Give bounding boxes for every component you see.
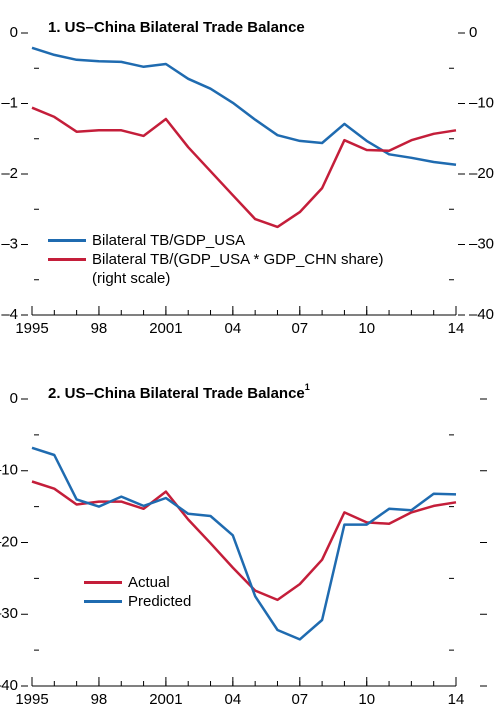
series-line <box>31 446 457 641</box>
legend-item: Bilateral TB/(GDP_USA * GDP_CHN share) (… <box>48 250 392 288</box>
y-tick-label: –2 <box>1 165 18 182</box>
x-tick-label: 07 <box>291 320 308 337</box>
y2-tick-label: 0 <box>469 24 477 41</box>
legend-label: Actual <box>128 574 170 591</box>
y-tick-label: –40 <box>0 677 18 694</box>
y-tick-label: –3 <box>1 235 18 252</box>
title-footnote: 1 <box>305 382 310 392</box>
x-tick-label: 2001 <box>149 691 182 708</box>
y2-tick-label: –10 <box>469 94 494 111</box>
x-tick-label: 1995 <box>15 320 48 337</box>
y-tick-label: –1 <box>1 94 18 111</box>
y2-tick-label: –20 <box>469 165 494 182</box>
x-tick-label: 10 <box>358 320 375 337</box>
chart-title: 1. US–China Bilateral Trade Balance <box>48 19 305 36</box>
y2-tick-label: –40 <box>469 306 494 323</box>
y-tick-label: –10 <box>0 462 18 479</box>
legend-label: Bilateral TB/(GDP_USA * GDP_CHN share) (… <box>92 251 384 287</box>
legend-item: Bilateral TB/GDP_USA <box>48 231 392 250</box>
y-tick-label: –4 <box>1 306 18 323</box>
legend-swatch <box>84 600 122 603</box>
legend-swatch <box>48 239 86 242</box>
x-tick-label: 04 <box>224 691 241 708</box>
y-tick-label: 0 <box>10 24 18 41</box>
legend-swatch <box>84 581 122 584</box>
x-tick-label: 07 <box>291 691 308 708</box>
x-tick-label: 14 <box>448 691 465 708</box>
x-tick-label: 1995 <box>15 691 48 708</box>
y-tick-label: –30 <box>0 605 18 622</box>
legend: Actual Predicted <box>84 573 428 611</box>
legend-label: Bilateral TB/GDP_USA <box>92 232 246 249</box>
legend-item: Predicted <box>84 592 428 611</box>
x-tick-label: 14 <box>448 320 465 337</box>
legend: Bilateral TB/GDP_USA Bilateral TB/(GDP_US… <box>48 231 392 288</box>
y2-tick-label: –30 <box>469 235 494 252</box>
series-line <box>31 480 457 602</box>
legend-swatch <box>48 258 86 261</box>
legend-item: Actual <box>84 573 428 592</box>
series-line <box>31 106 457 229</box>
series-line <box>31 46 457 167</box>
x-tick-label: 98 <box>91 320 108 337</box>
chart-title-text: 2. US–China Bilateral Trade Balance <box>48 385 305 402</box>
x-tick-label: 04 <box>224 320 241 337</box>
x-tick-label: 10 <box>358 691 375 708</box>
x-tick-label: 98 <box>91 691 108 708</box>
y-tick-label: 0 <box>10 390 18 407</box>
chart-title-text: 1. US–China Bilateral Trade Balance <box>48 19 305 36</box>
y-tick-label: –20 <box>0 533 18 550</box>
x-tick-label: 2001 <box>149 320 182 337</box>
chart-title: 2. US–China Bilateral Trade Balance1 <box>48 382 310 402</box>
legend-label: Predicted <box>128 593 192 610</box>
